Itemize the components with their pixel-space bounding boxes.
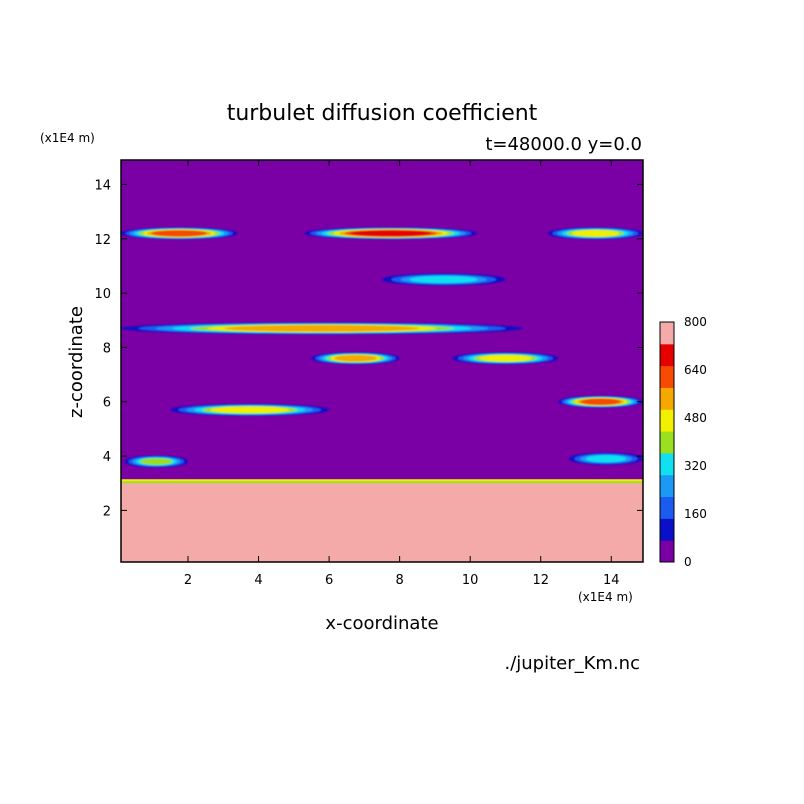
contour-level: [350, 230, 432, 237]
colorbar-swatch: [660, 496, 674, 519]
y-tick-label: 10: [94, 287, 111, 302]
y-tick-label: 14: [94, 178, 111, 193]
contour-level: [580, 398, 621, 405]
contour-band: [170, 403, 330, 416]
chart-subtitle: t=48000.0 y=0.0: [485, 134, 642, 155]
contour-band: [568, 452, 643, 465]
colorbar-tick-label: 480: [684, 411, 707, 425]
colorbar-tick-label: 800: [684, 315, 707, 329]
y-tick-label: 6: [103, 396, 111, 411]
contour-region: [121, 483, 643, 562]
y-unit-label: (x1E4 m): [40, 131, 95, 145]
x-tick-label: 4: [254, 573, 262, 588]
colorbar-swatch: [660, 343, 674, 367]
colorbar-swatch: [660, 518, 674, 541]
contour-band: [547, 227, 643, 240]
y-tick-label: 4: [103, 450, 111, 465]
x-unit-label: (x1E4 m): [578, 590, 633, 604]
source-file: ./jupiter_Km.nc: [504, 653, 640, 674]
colorbar-swatch: [660, 431, 674, 454]
y-axis-label: z-coordinate: [66, 306, 87, 418]
x-tick-label: 14: [603, 573, 620, 588]
x-tick-label: 6: [325, 573, 333, 588]
contour-band: [304, 227, 478, 240]
colorbar-swatch: [660, 409, 674, 432]
colorbar-swatch: [660, 452, 674, 476]
contour-features: [121, 227, 643, 562]
contour-level: [585, 455, 627, 463]
x-tick-label: 10: [462, 573, 479, 588]
plot-frame: [120, 159, 644, 563]
contour-level: [409, 275, 478, 284]
contour-band: [121, 322, 524, 335]
contour-band: [311, 352, 400, 365]
colorbar-swatch: [660, 322, 674, 345]
x-tick-label: 2: [184, 573, 192, 588]
colorbar-tick-label: 320: [684, 459, 707, 473]
contour-level: [224, 325, 420, 332]
contour-band: [452, 352, 559, 365]
colorbar-tick-label: 0: [684, 555, 692, 569]
y-axis: 2 4 6 8 10 12 14: [94, 178, 643, 519]
x-tick-label: 12: [532, 573, 549, 588]
contour-level: [478, 355, 532, 362]
contour-level: [151, 230, 207, 237]
colorbar-frame: [659, 321, 675, 563]
contour-band: [124, 455, 189, 468]
y-tick-label: 2: [103, 504, 111, 519]
contour-band: [558, 395, 643, 408]
contour-level: [139, 458, 173, 465]
contour-level: [334, 355, 377, 362]
colorbar-swatch: [660, 365, 674, 388]
y-tick-label: 8: [103, 341, 111, 356]
colorbar-swatch: [660, 474, 674, 498]
x-axis: 2 4 6 8 10 12 14: [184, 160, 620, 588]
contour-level: [210, 406, 290, 414]
y-tick-label: 12: [94, 233, 111, 248]
colorbar-swatch: [660, 387, 674, 410]
contour-band: [121, 227, 238, 240]
colorbar-tick-label: 160: [684, 507, 707, 521]
colorbar-tick-label: 640: [684, 363, 707, 377]
colorbar: 0 160 320 480 640 800: [659, 315, 707, 569]
x-axis-label: x-coordinate: [325, 613, 438, 634]
x-tick-label: 8: [395, 573, 403, 588]
colorbar-swatch: [660, 540, 674, 563]
chart-title: turbulet diffusion coefficient: [227, 101, 538, 126]
contour-level: [571, 230, 620, 237]
plot-area: [121, 160, 643, 562]
contour-band: [382, 273, 506, 286]
